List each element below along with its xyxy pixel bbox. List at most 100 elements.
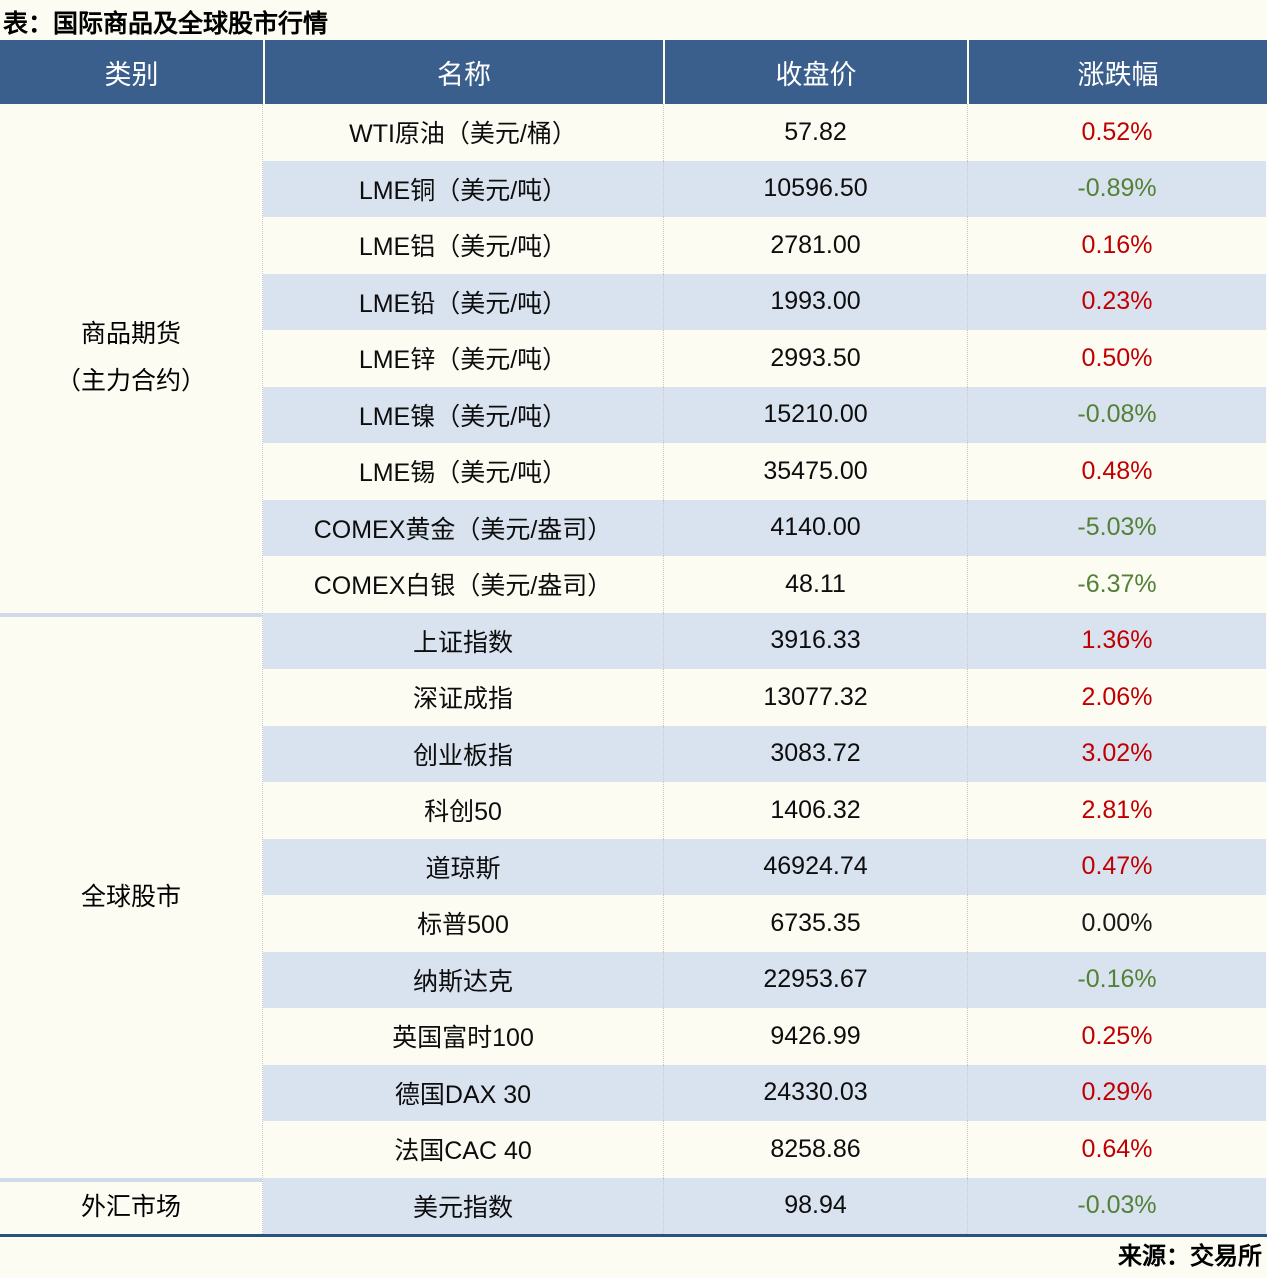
- instrument-name: LME铜（美元/吨）: [358, 176, 568, 205]
- header-close-price: 收盘价: [663, 40, 967, 104]
- close-price: 57.82: [663, 104, 967, 161]
- instrument-name: 德国DAX 30: [394, 1080, 532, 1109]
- table-row: 德国DAX 30 24330.03 0.29%: [263, 1064, 1266, 1121]
- change-percent: -5.03%: [967, 499, 1266, 556]
- change-percent: -0.03%: [967, 1177, 1266, 1234]
- instrument-name: COMEX黄金（美元/盎司）: [313, 515, 613, 544]
- table-row: LME铅（美元/吨） 1993.00 0.23%: [263, 273, 1266, 330]
- table-body: 商品期货 （主力合约） 全球股市外汇市场 WTI原油（美元/桶） 57.82 0.52%…: [0, 104, 1267, 1234]
- change-percent: 0.29%: [967, 1064, 1266, 1121]
- table-row: 深证成指 13077.32 2.06%: [263, 669, 1266, 726]
- instrument-name: LME铝（美元/吨）: [358, 233, 568, 262]
- table-row: LME铜（美元/吨） 10596.50 -0.89%: [263, 160, 1266, 217]
- instrument-name: 深证成指: [412, 685, 513, 714]
- change-percent: 0.23%: [967, 273, 1266, 330]
- close-price: 35475.00: [663, 443, 967, 500]
- close-price: 15210.00: [663, 386, 967, 443]
- table-row: 美元指数 98.94 -0.03%: [263, 1177, 1266, 1234]
- close-price: 24330.03: [663, 1064, 967, 1121]
- category-label: （主力合约）: [55, 367, 206, 396]
- change-percent: -0.08%: [967, 386, 1266, 443]
- category-label: 商品期货: [80, 320, 181, 349]
- instrument-name: 英国富时100: [392, 1024, 534, 1053]
- close-price: 10596.50: [663, 160, 967, 217]
- category-cell: 全球股市: [0, 612, 262, 1178]
- change-percent: 0.47%: [967, 838, 1266, 895]
- change-percent: -0.89%: [967, 160, 1266, 217]
- instrument-name: LME锡（美元/吨）: [358, 459, 568, 488]
- category-cell: 商品期货 （主力合约）: [0, 104, 262, 613]
- close-price: 8258.86: [663, 1121, 967, 1178]
- close-price: 4140.00: [663, 499, 967, 556]
- source-note: 来源：交易所: [1118, 1243, 1262, 1270]
- table-row: LME镍（美元/吨） 15210.00 -0.08%: [263, 386, 1266, 443]
- instrument-name: WTI原油（美元/桶）: [349, 120, 577, 149]
- category-label: 全球股市: [80, 882, 181, 911]
- change-percent: 0.52%: [967, 104, 1266, 161]
- close-price: 13077.32: [663, 669, 967, 726]
- table-row: 创业板指 3083.72 3.02%: [263, 725, 1266, 782]
- close-price: 6735.35: [663, 895, 967, 952]
- table-row: LME锡（美元/吨） 35475.00 0.48%: [263, 443, 1266, 500]
- table-header-row: 类别 名称 收盘价 涨跌幅: [0, 40, 1267, 104]
- close-price: 48.11: [663, 556, 967, 613]
- change-percent: 0.25%: [967, 1008, 1266, 1065]
- table-row: 法国CAC 40 8258.86 0.64%: [263, 1121, 1266, 1178]
- instrument-name: 美元指数: [412, 1193, 513, 1222]
- change-percent: 0.00%: [967, 895, 1266, 952]
- change-percent: -6.37%: [967, 556, 1266, 613]
- close-price: 98.94: [663, 1177, 967, 1234]
- close-price: 1993.00: [663, 273, 967, 330]
- instrument-name: 上证指数: [412, 628, 513, 657]
- header-category: 类别: [104, 59, 159, 90]
- table-row: 英国富时100 9426.99 0.25%: [263, 1008, 1266, 1065]
- instrument-name: LME铅（美元/吨）: [358, 289, 568, 318]
- instrument-name: 标普500: [417, 911, 509, 940]
- table-row: 纳斯达克 22953.67 -0.16%: [263, 951, 1266, 1008]
- change-percent: 2.81%: [967, 782, 1266, 839]
- close-price: 3083.72: [663, 725, 967, 782]
- close-price: 2781.00: [663, 217, 967, 274]
- category-cell: 外汇市场: [0, 1177, 262, 1235]
- instrument-name: 法国CAC 40: [394, 1137, 532, 1166]
- close-price: 1406.32: [663, 782, 967, 839]
- change-percent: 0.50%: [967, 330, 1266, 387]
- table-row: 科创50 1406.32 2.81%: [263, 782, 1266, 839]
- close-price: 46924.74: [663, 838, 967, 895]
- instrument-name: COMEX白银（美元/盎司）: [313, 572, 613, 601]
- close-price: 9426.99: [663, 1008, 967, 1065]
- header-name: 名称: [263, 40, 663, 104]
- table-row: LME锌（美元/吨） 2993.50 0.50%: [263, 330, 1266, 387]
- table-row: WTI原油（美元/桶） 57.82 0.52%: [263, 104, 1266, 161]
- close-price: 3916.33: [663, 612, 967, 669]
- change-percent: 0.16%: [967, 217, 1266, 274]
- category-column: 商品期货 （主力合约） 全球股市外汇市场: [0, 104, 263, 1234]
- table-row: 上证指数 3916.33 1.36%: [263, 612, 1266, 669]
- table-row: COMEX黄金（美元/盎司） 4140.00 -5.03%: [263, 499, 1266, 556]
- change-percent: 0.48%: [967, 443, 1266, 500]
- instrument-name: 科创50: [424, 798, 502, 827]
- change-percent: 1.36%: [967, 612, 1266, 669]
- instrument-name: 创业板指: [412, 741, 513, 770]
- table-row: 道琼斯 46924.74 0.47%: [263, 838, 1266, 895]
- close-price: 22953.67: [663, 951, 967, 1008]
- table-bottom-border: [0, 1234, 1267, 1237]
- table-title: 表：国际商品及全球股市行情: [3, 10, 329, 38]
- change-percent: -0.16%: [967, 951, 1266, 1008]
- change-percent: 2.06%: [967, 669, 1266, 726]
- category-label: 外汇市场: [80, 1193, 181, 1222]
- close-price: 2993.50: [663, 330, 967, 387]
- table-row: COMEX白银（美元/盎司） 48.11 -6.37%: [263, 556, 1266, 613]
- change-percent: 0.64%: [967, 1121, 1266, 1178]
- rows-column: WTI原油（美元/桶） 57.82 0.52% LME铜（美元/吨） 10596.50-…: [263, 104, 1266, 1234]
- instrument-name: 纳斯达克: [412, 967, 513, 996]
- table-row: 标普500 6735.35 0.00%: [263, 895, 1266, 952]
- market-table: 类别 名称 收盘价 涨跌幅 商品期货 （主力合约） 全球股市外汇市场 WTI原油（美…: [0, 40, 1267, 1237]
- header-change: 涨跌幅: [967, 40, 1267, 104]
- change-percent: 3.02%: [967, 725, 1266, 782]
- instrument-name: LME镍（美元/吨）: [358, 402, 568, 431]
- instrument-name: 道琼斯: [425, 854, 501, 883]
- instrument-name: LME锌（美元/吨）: [358, 346, 568, 375]
- table-row: LME铝（美元/吨） 2781.00 0.16%: [263, 217, 1266, 274]
